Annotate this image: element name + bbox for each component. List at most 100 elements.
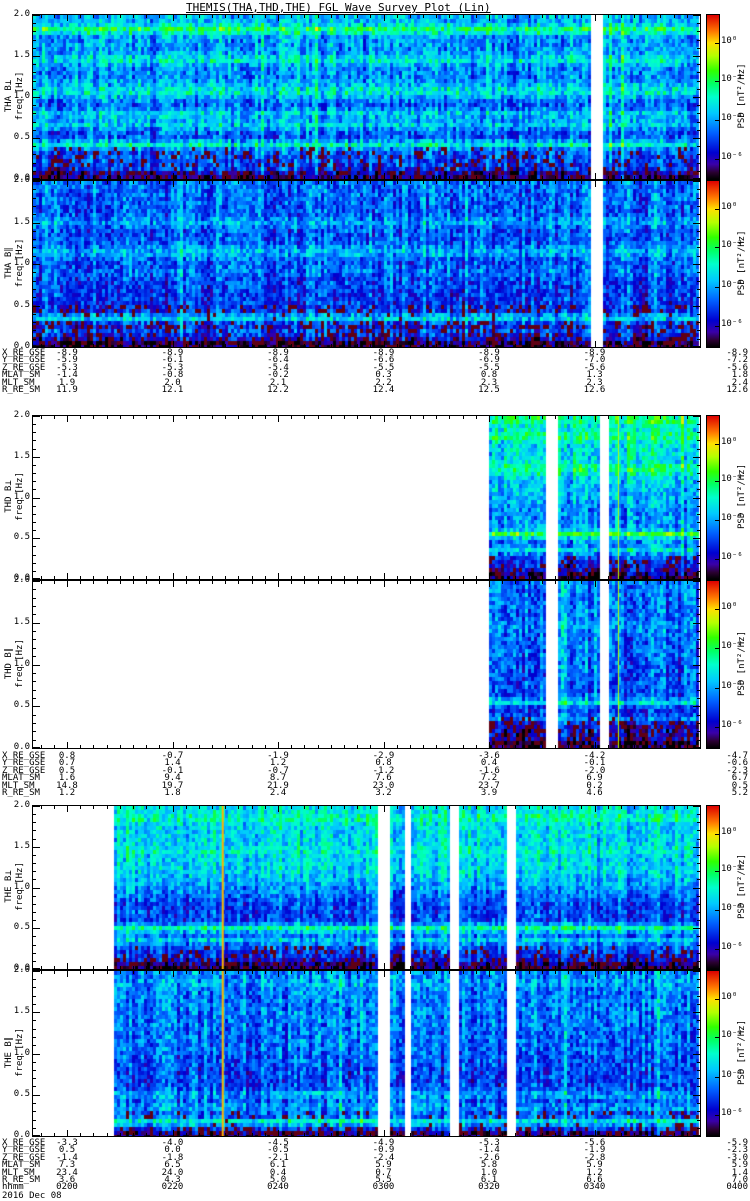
spectrogram-canvas-tha-bperp: [33, 15, 700, 179]
colorbar-tick: [715, 559, 719, 560]
colorbar-tick-label: 10⁻⁴: [721, 903, 743, 914]
colorbar-tick: [715, 1115, 719, 1116]
colorbar-tick: [715, 1077, 719, 1078]
colorbar-tick-label: 10⁻²: [721, 240, 743, 251]
annotation-value: -3.6: [478, 751, 500, 761]
freq-tick-label: 2.0: [13, 9, 30, 19]
panel-ylabel-line1: THD B∥: [4, 647, 14, 680]
colorbar-tick-label: 10⁰: [721, 992, 738, 1003]
freq-tick-label: 0.0: [13, 341, 30, 351]
annotation-value: 2.1: [269, 377, 287, 388]
annotation-value: -3.3: [56, 1138, 78, 1148]
annotation-value: -8.9: [726, 348, 748, 358]
panel-ylabel-tha-bpar: THA B∥ freq [Hz]: [4, 180, 28, 346]
annotation-row-label: R_RE_SM: [2, 788, 40, 798]
annotation-value: 5.9: [375, 1160, 392, 1171]
freq-tick-label: 2.0: [13, 410, 30, 420]
annotation-value: -3.0: [726, 1152, 748, 1163]
annotation-value: 1.2: [586, 1167, 603, 1178]
freq-tick-label: 1.0: [13, 91, 30, 101]
colorbar-tha-bperp: [706, 14, 720, 180]
annotation-value: -7.2: [726, 355, 748, 366]
annotation-value: 6.9: [586, 773, 603, 784]
colorbar-the-bpar: [706, 970, 720, 1137]
annotation-value: -2.3: [726, 1145, 748, 1156]
colorbar-thd-bpar: [706, 580, 720, 749]
freq-tick-label: 0.5: [13, 532, 30, 543]
annotation-row-label: MLAT_SM: [2, 1160, 40, 1171]
annotation-value: 0.8: [375, 758, 392, 769]
spectrogram-panel-tha-bpar: [32, 180, 701, 348]
annotation-value: -4.7: [726, 751, 748, 761]
annotation-value: -6.6: [372, 355, 395, 366]
freq-tick-label: 1.5: [13, 616, 30, 627]
annotation-row-label: X_RE_GSE: [2, 348, 46, 358]
colorbar-tick-label: 10⁻²: [721, 640, 743, 651]
colorbar-tick-label: 10⁻⁴: [721, 112, 743, 123]
freq-tick-label: 0.0: [13, 1130, 30, 1140]
freq-tick-label: 1.0: [13, 1047, 30, 1058]
freq-tick-label: 1.5: [13, 840, 30, 851]
colorbar-tick: [715, 648, 719, 649]
annotation-row-label: R_RE_SM: [2, 1175, 40, 1185]
annotation-row-label: Z_RE_GSE: [2, 1152, 46, 1163]
spectrogram-panel-tha-bperp: [32, 14, 701, 180]
annotation-value: 1.2: [269, 758, 287, 769]
annotation-value: 5.8: [480, 1160, 498, 1171]
spectrogram-panel-the-bpar: [32, 970, 701, 1137]
colorbar-tick: [715, 247, 719, 248]
colorbar-tick: [715, 871, 719, 872]
annotation-value: -5.3: [161, 362, 184, 373]
annotation-value: 0.5: [58, 1145, 76, 1156]
spectrogram-canvas-thd-bperp: [33, 416, 700, 579]
annotation-value: 21.9: [267, 780, 289, 791]
annotation-value: -8.9: [478, 348, 500, 358]
annotation-value: -5.5: [372, 362, 395, 373]
colorbar-tick: [715, 949, 719, 950]
freq-tick-label: 0.5: [13, 299, 30, 310]
annotation-row-label: X_RE_GSE: [2, 1138, 46, 1148]
panel-ylabel-line2: freq [Hz]: [15, 1028, 25, 1077]
annotation-value: -0.6: [726, 758, 748, 769]
annotation-value: 5.0: [269, 1175, 287, 1185]
panel-ylabel-the-bpar: THE B∥ freq [Hz]: [4, 970, 28, 1135]
annotation-value: 7.3: [58, 1160, 76, 1171]
colorbar-tick: [715, 326, 719, 327]
annotation-value: 0.5: [58, 765, 76, 776]
panel-ylabel-line2: freq [Hz]: [15, 472, 25, 521]
annotation-row-label: Z_RE_GSE: [2, 765, 46, 776]
panel-ylabel-line1: THD B⟂: [4, 480, 14, 513]
colorbar-tick-label: 10⁻²: [721, 474, 743, 485]
freq-tick-label: 1.5: [13, 1006, 30, 1017]
panel-ylabel-thd-bperp: THD B⟂ freq [Hz]: [4, 415, 28, 578]
annotation-value: -8.9: [372, 348, 395, 358]
colorbar-tick-label: 10⁻²: [721, 1030, 743, 1040]
annotation-value: 0220: [161, 1182, 184, 1193]
annotation-value: 6.6: [586, 1175, 603, 1185]
annotation-value: -5.4: [267, 362, 289, 373]
annotation-row-label: MLT_SM: [2, 377, 35, 388]
annotation-value: -5.3: [478, 1138, 500, 1148]
annotation-value: 5.2: [731, 788, 748, 798]
colorbar-the-bperp: [706, 805, 720, 970]
annotation-value: 12.5: [478, 385, 500, 395]
annotation-value: 9.4: [164, 773, 181, 784]
panel-ylabel-line2: freq [Hz]: [15, 862, 25, 911]
colorbar-tick: [715, 834, 719, 835]
annotation-value: -2.9: [372, 751, 395, 761]
annotation-value: -0.1: [161, 765, 184, 776]
annotation-value: -5.6: [726, 362, 748, 373]
colorbar-tick-label: 10⁻²: [721, 73, 743, 84]
annotation-row-label: MLT_SM: [2, 780, 35, 791]
annotation-value: 1.8: [164, 788, 181, 798]
annotation-value: -2.6: [478, 1152, 500, 1163]
panel-ylabel-line1: THE B∥: [4, 1036, 14, 1069]
colorbar-tick: [715, 999, 719, 1000]
annotation-value: 7.6: [375, 773, 392, 784]
freq-tick-label: 0.5: [13, 922, 30, 933]
colorbar-tick: [715, 287, 719, 288]
annotation-value: 0.8: [480, 370, 498, 381]
annotation-value: -8.9: [583, 348, 606, 358]
annotation-value: -2.1: [267, 1152, 289, 1163]
